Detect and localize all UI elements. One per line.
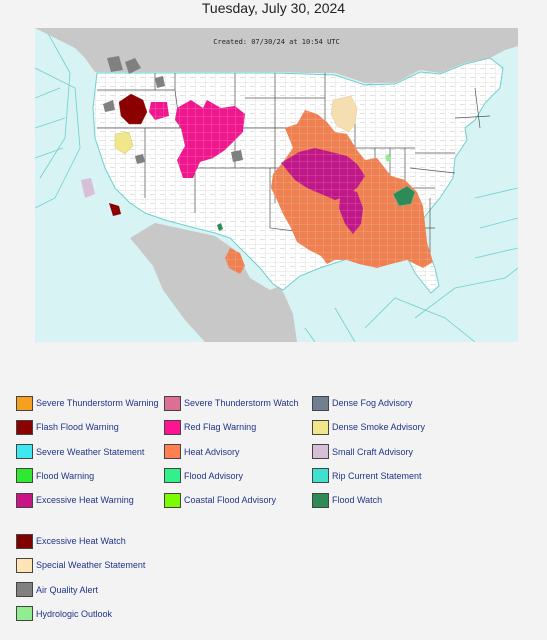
- legend-label: Excessive Heat Watch: [36, 536, 126, 546]
- legend-label: Severe Thunderstorm Watch: [184, 398, 299, 408]
- small-craft-advisory-zone[interactable]: [81, 178, 95, 198]
- legend-label: Flood Watch: [332, 495, 383, 506]
- legend-item: Severe Thunderstorm Watch: [164, 394, 299, 412]
- legend-label: Special Weather Statement: [36, 560, 146, 571]
- legend-item: Heat Advisory: [164, 443, 240, 461]
- legend-swatch: [16, 557, 33, 573]
- legend-item: Excessive Heat Warning: [16, 491, 134, 509]
- legend-swatch: [16, 606, 33, 622]
- legend-label: Small Craft Advisory: [332, 446, 414, 457]
- legend-item: Flood Warning: [16, 467, 94, 485]
- excessive-heat-watch-california[interactable]: [109, 203, 121, 216]
- legend-label: Dense Fog Advisory: [332, 398, 413, 408]
- legend-label: Hydrologic Outlook: [36, 608, 113, 619]
- excessive-heat-warning-zone[interactable]: [281, 148, 365, 200]
- legend-item: Dense Fog Advisory: [312, 394, 413, 412]
- legend-item: Coastal Flood Advisory: [164, 491, 276, 509]
- legend-item: Hydrologic Outlook: [16, 605, 112, 623]
- legend-swatch: [164, 468, 181, 484]
- mexico-landmass: [130, 223, 297, 342]
- legend-label: Air Quality Alert: [36, 584, 99, 595]
- red-flag-warning-idaho[interactable]: [149, 102, 169, 120]
- hazards-map[interactable]: Created: 07/30/24 at 10:54 UTC: [35, 28, 518, 342]
- legend-item: Small Craft Advisory: [312, 443, 413, 461]
- legend-swatch: [16, 395, 33, 411]
- legend-swatch: [312, 492, 329, 508]
- flood-watch-new-mexico[interactable]: [217, 223, 223, 231]
- map-created-timestamp: Created: 07/30/24 at 10:54 UTC: [213, 38, 340, 46]
- red-flag-warning-zone[interactable]: [175, 100, 245, 178]
- legend-label: Severe Weather Statement: [36, 446, 145, 457]
- legend-item: Flood Watch: [312, 491, 382, 509]
- heat-advisory-south-texas[interactable]: [225, 248, 245, 274]
- legend-swatch: [312, 444, 329, 460]
- hydrologic-outlook-zone[interactable]: [385, 154, 391, 162]
- canada-landmass: [35, 28, 518, 83]
- legend-swatch: [164, 395, 181, 411]
- legend-swatch: [16, 468, 33, 484]
- legend-label: Dense Smoke Advisory: [332, 422, 426, 433]
- legend-label: Heat Advisory: [184, 446, 240, 457]
- legend-swatch: [16, 582, 33, 598]
- legend-item: Severe Thunderstorm Warning: [16, 394, 159, 412]
- legend-item: Excessive Heat Watch: [16, 532, 126, 550]
- legend-label: Flood Warning: [36, 470, 95, 481]
- legend-swatch: [164, 492, 181, 508]
- offshore-zone-lines: [35, 28, 518, 342]
- legend-label: Severe Thunderstorm Warning: [36, 398, 159, 408]
- page-date-title: Tuesday, July 30, 2024: [201, 0, 346, 16]
- legend-item: Flood Advisory: [164, 467, 243, 485]
- legend-label: Flood Advisory: [184, 470, 244, 481]
- legend-label: Red Flag Warning: [184, 422, 257, 433]
- legend-item: Rip Current Statement: [312, 467, 422, 485]
- legend-item: Special Weather Statement: [16, 556, 145, 574]
- legend-swatch: [312, 468, 329, 484]
- legend-swatch: [16, 419, 33, 435]
- flood-watch-zone[interactable]: [392, 185, 416, 207]
- legend-swatch: [16, 444, 33, 460]
- legend-item: Flash Flood Warning: [16, 418, 119, 436]
- legend-swatch: [312, 395, 329, 411]
- legend-label: Coastal Flood Advisory: [184, 495, 277, 506]
- legend-swatch: [16, 533, 33, 549]
- legend-label: Rip Current Statement: [332, 470, 422, 481]
- legend-item: Severe Weather Statement: [16, 443, 144, 461]
- legend-item: Red Flag Warning: [164, 418, 256, 436]
- legend-item: Air Quality Alert: [16, 581, 98, 599]
- legend-label: Flash Flood Warning: [36, 422, 119, 433]
- legend-swatch: [16, 492, 33, 508]
- legend-label: Excessive Heat Warning: [36, 495, 134, 506]
- legend-swatch: [312, 419, 329, 435]
- excessive-heat-watch-zone[interactable]: [118, 93, 148, 125]
- legend-swatch: [164, 419, 181, 435]
- excessive-heat-warning-south[interactable]: [339, 188, 363, 234]
- dense-smoke-advisory-zone[interactable]: [114, 131, 134, 155]
- special-weather-statement-zone[interactable]: [330, 95, 358, 133]
- legend-swatch: [164, 444, 181, 460]
- us-map-canvas: [35, 28, 518, 342]
- legend-item: Dense Smoke Advisory: [312, 418, 425, 436]
- air-quality-alert-zones[interactable]: [103, 56, 243, 164]
